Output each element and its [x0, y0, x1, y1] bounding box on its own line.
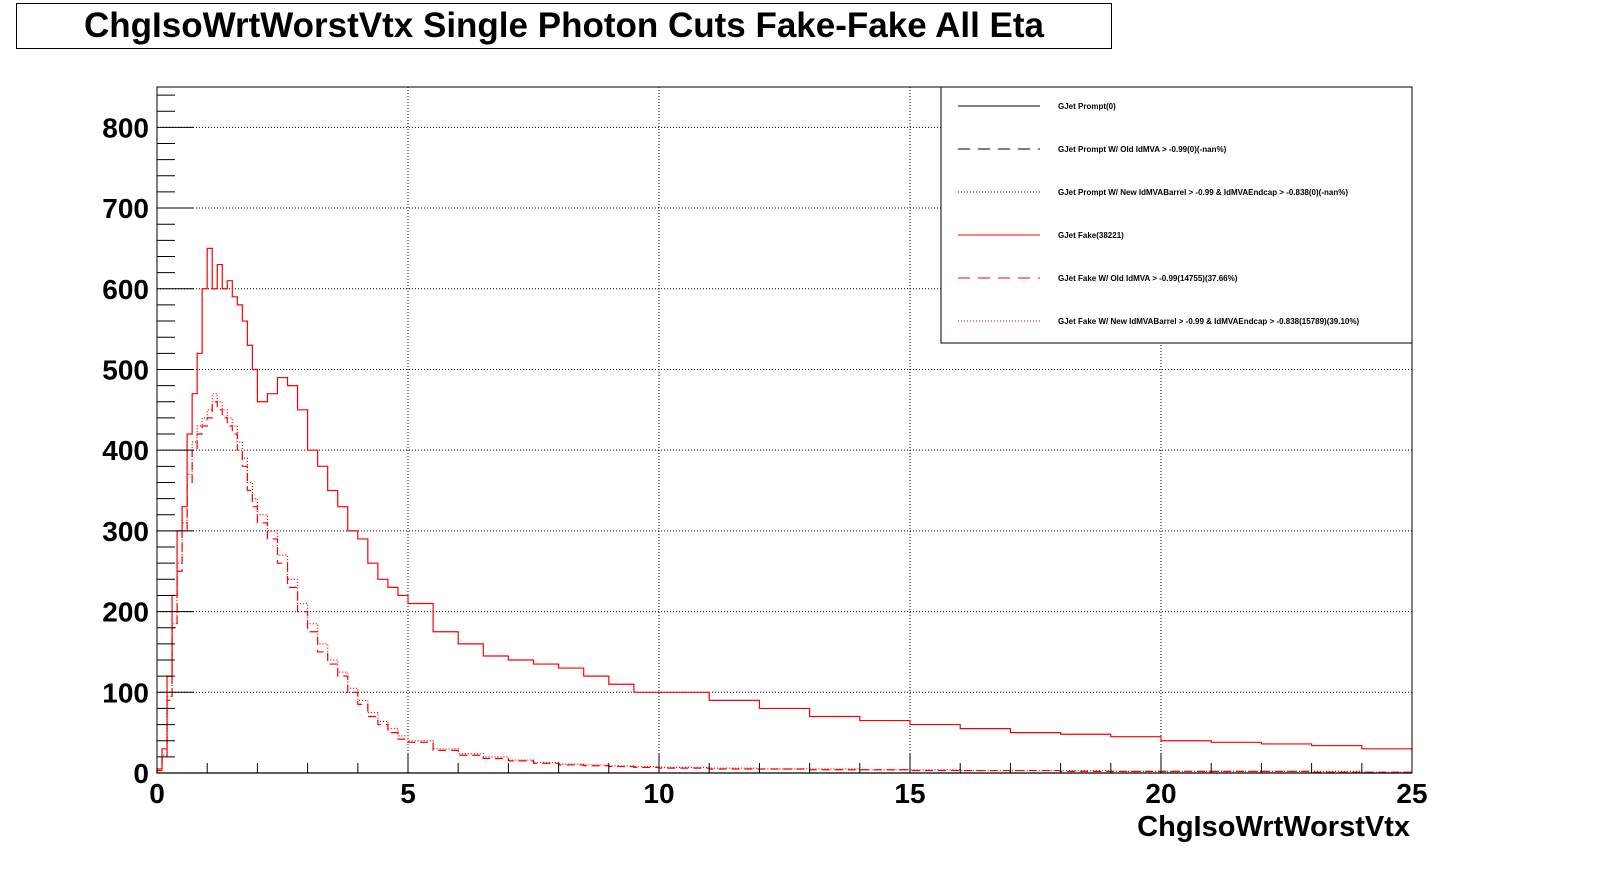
y-tick-label-500: 500 — [102, 354, 149, 385]
x-tick-label-10: 10 — [643, 778, 674, 809]
x-tick-label-15: 15 — [894, 778, 925, 809]
y-tick-label-200: 200 — [102, 597, 149, 628]
legend-box — [940, 86, 1413, 344]
y-tick-label-700: 700 — [102, 193, 149, 224]
grid-layer — [157, 87, 1412, 773]
y-tick-label-0: 0 — [133, 758, 149, 789]
tick-labels-layer: 0 100 200 300 400 500 600 700 800 0 5 10 15 20 25 — [102, 112, 1427, 809]
legend-label-4: GJet Fake W/ Old IdMVA > -0.99(14755)(37… — [1058, 274, 1238, 283]
legend-label-5: GJet Fake W/ New IdMVABarrel > -0.99 & I… — [1058, 317, 1359, 326]
chart-title: ChgIsoWrtWorstVtx Single Photon Cuts Fak… — [83, 6, 1045, 45]
series-gjet-fake — [156, 247, 1413, 773]
y-tick-label-300: 300 — [102, 516, 149, 547]
x-tick-label-5: 5 — [400, 778, 416, 809]
plot-frame — [156, 86, 1413, 774]
y-tick-label-100: 100 — [102, 677, 149, 708]
legend-label-3: GJet Fake(38221) — [1058, 231, 1124, 240]
legend: GJet Prompt(0) GJet Prompt W/ Old IdMVA >… — [940, 86, 1413, 344]
series-gjet-fake-w-old-idmva — [156, 401, 1412, 773]
y-tick-label-800: 800 — [102, 112, 149, 143]
legend-label-2: GJet Prompt W/ New IdMVABarrel > -0.99 &… — [1058, 188, 1348, 197]
x-tick-label-20: 20 — [1145, 778, 1176, 809]
x-tick-label-25: 25 — [1396, 778, 1427, 809]
legend-label-1: GJet Prompt W/ Old IdMVA > -0.99(0)(-nan… — [1058, 145, 1227, 154]
y-tick-label-600: 600 — [102, 274, 149, 305]
x-tick-label-0: 0 — [149, 778, 165, 809]
chart-title-box: ChgIsoWrtWorstVtx Single Photon Cuts Fak… — [16, 3, 1112, 49]
ticks-layer — [156, 94, 1413, 774]
x-axis-title: ChgIsoWrtWorstVtx — [1137, 811, 1410, 843]
legend-label-0: GJet Prompt(0) — [1058, 102, 1116, 111]
y-tick-label-400: 400 — [102, 435, 149, 466]
